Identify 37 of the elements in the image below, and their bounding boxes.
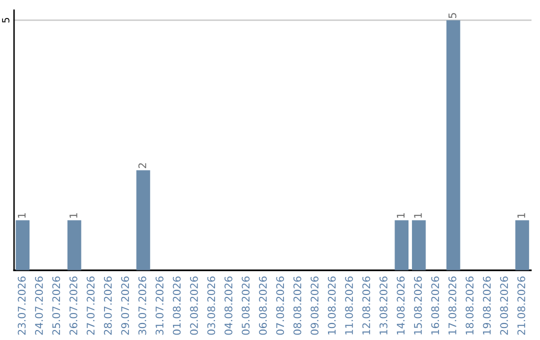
data-label: 2 (138, 163, 146, 168)
x-tick-label: 21.08.2026 (517, 276, 526, 335)
x-tick-label: 10.08.2026 (328, 276, 336, 334)
x-tick-label: 07.08.2026 (276, 276, 284, 335)
data-label: 5 (448, 13, 456, 18)
x-tick-label: 31.07.2026 (156, 276, 164, 335)
x-tick-label: 14.08.2026 (396, 276, 405, 334)
x-tick-label: 16.08.2026 (431, 276, 440, 334)
x-tick-label: 20.08.2026 (500, 276, 508, 335)
x-tick-label: 04.08.2026 (224, 276, 232, 335)
x-tick-label: 28.07.2026 (104, 276, 112, 335)
x-tick-label: 15.08.2026 (414, 276, 422, 334)
x-tick-label: 23.07.2026 (18, 276, 26, 335)
x-tick-label: 30.07.2026 (138, 276, 146, 335)
x-tick-label: 11.08.2026 (345, 276, 353, 334)
data-label: 1 (18, 213, 26, 218)
x-tick-label: 25.07.2026 (52, 276, 60, 335)
x-tick-label: 05.08.2026 (242, 276, 250, 335)
x-tick-label: 18.08.2026 (466, 276, 474, 334)
x-tick-label: 29.07.2026 (121, 276, 130, 335)
x-tick-label: 13.08.2026 (380, 276, 388, 334)
x-tick-label: 26.07.2026 (69, 276, 78, 335)
x-tick-label: 12.08.2026 (362, 276, 370, 334)
data-label: 1 (70, 213, 78, 218)
x-tick-label: 06.08.2026 (258, 276, 267, 335)
data-label: 1 (517, 213, 526, 218)
x-tick-label: 01.08.2026 (172, 276, 181, 335)
x-tick-label: 17.08.2026 (448, 276, 456, 334)
x-tick-label: 02.08.2026 (190, 276, 198, 335)
x-tick-label: 19.08.2026 (482, 276, 491, 334)
data-label: 1 (414, 213, 422, 218)
x-tick-label: 27.07.2026 (86, 276, 95, 335)
x-tick-label: 24.07.2026 (35, 276, 43, 335)
x-tick-label: 03.08.2026 (207, 276, 216, 335)
x-tick-label: 08.08.2026 (293, 276, 302, 335)
x-tick-label: 09.08.2026 (310, 276, 319, 335)
data-label: 1 (396, 213, 404, 218)
